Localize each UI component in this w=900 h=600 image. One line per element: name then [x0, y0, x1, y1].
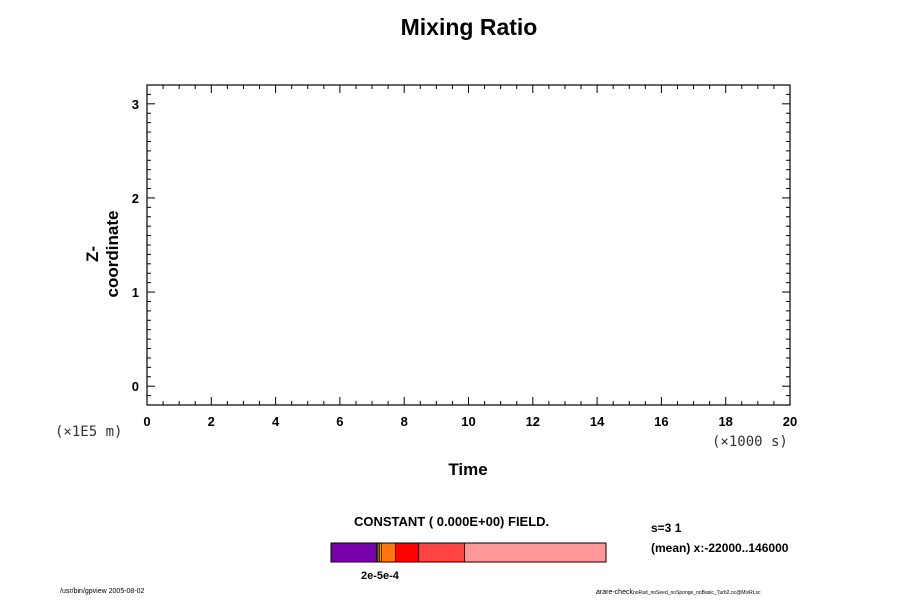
x-tick-label: 20: [783, 414, 797, 429]
info-line-1: s=3 1: [651, 521, 682, 535]
colorbar-segment: [378, 543, 380, 562]
colorbar: [330, 542, 607, 563]
plot-frame: [146, 84, 791, 406]
y-tick-label: 0: [132, 379, 139, 394]
x-tick-label: 6: [336, 414, 343, 429]
constant-field-note: CONSTANT ( 0.000E+00) FIELD.: [354, 514, 550, 529]
x-tick-label: 8: [401, 414, 408, 429]
x-tick-label: 10: [461, 414, 475, 429]
x-tick-label: 0: [143, 414, 150, 429]
colorbar-segment: [395, 543, 419, 562]
footer-right-small: noRad_noSeed_noSponge_noBasic_Turb2.nc@M…: [632, 590, 761, 596]
x-tick-label: 2: [208, 414, 215, 429]
x-tick-label: 12: [526, 414, 540, 429]
x-axis-tick-labels: 0 2 4 6 8 10 12 14 16 18 20: [143, 414, 797, 429]
footer-right-main: arare-check: [596, 589, 633, 596]
y-tick-label: 1: [132, 285, 139, 300]
x-axis-ticks: [146, 85, 791, 405]
x-tick-label: 4: [272, 414, 280, 429]
info-line-2: (mean) x:-22000..146000: [651, 541, 789, 555]
colorbar-segment: [464, 543, 606, 562]
y-tick-label: 2: [132, 191, 139, 206]
y-tick-label: 3: [132, 97, 139, 112]
x-axis-label: Time: [448, 460, 488, 479]
colorbar-segment: [418, 543, 465, 562]
colorbar-border: [330, 542, 607, 563]
colorbar-segment: [381, 543, 396, 562]
y-axis-ticks: [147, 84, 790, 406]
colorbar-tick-label: 2e-5e-4: [361, 570, 399, 582]
footer-right-text: arare-checknoRad_noSeed_noSponge_noBasic…: [596, 589, 760, 596]
chart-title: Mixing Ratio: [400, 14, 538, 40]
colorbar-segment: [331, 543, 377, 562]
x-tick-label: 14: [590, 414, 605, 429]
x-axis-unit: (×1000 s): [712, 434, 788, 450]
x-tick-label: 18: [718, 414, 732, 429]
y-axis-label: Z-coordinate: [83, 210, 122, 298]
y-axis-tick-labels: 0 1 2 3: [132, 97, 139, 394]
y-axis-unit: (×1E5 m): [55, 424, 123, 440]
colorbar-segment: [376, 543, 379, 562]
footer-left-text: /usr/bin/gpview 2005-08-02: [60, 588, 145, 595]
colorbar-segment: [379, 543, 382, 562]
x-tick-label: 16: [654, 414, 668, 429]
